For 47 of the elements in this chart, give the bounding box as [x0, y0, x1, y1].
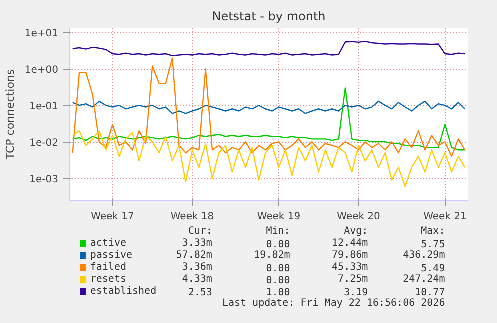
text: Last update: Fri May 22 16:56:06 2026 — [222, 298, 446, 309]
line-series — [72, 100, 466, 114]
text: Avg: — [344, 226, 368, 237]
text: 3.33m — [182, 238, 212, 249]
legend-label: resets — [90, 274, 126, 285]
text: 19.82m — [254, 250, 290, 261]
line-series — [72, 130, 466, 188]
text: 4.33m — [182, 274, 212, 285]
text: 3.19 — [344, 288, 368, 298]
y-tick-label: 1e-02 — [30, 138, 59, 150]
y-tick-label: 1e-03 — [30, 174, 59, 186]
text: 2.53 — [188, 288, 212, 298]
text: 1.00 — [266, 288, 290, 298]
x-tick-label: Week 17 — [91, 212, 134, 222]
y-tick-label: 1e-01 — [30, 102, 59, 113]
x-tick-label: Week 20 — [337, 212, 380, 222]
chart-title: Netstat - by month — [212, 10, 326, 24]
y-axis-title: TCP connections — [4, 69, 17, 161]
y-tick-label: 1e+01 — [24, 28, 59, 40]
text: Min: — [266, 226, 290, 237]
text: Max: — [421, 226, 446, 237]
text: 0.00 — [266, 240, 290, 250]
text: 436.29m — [403, 250, 446, 261]
text: 57.82m — [176, 250, 212, 261]
line-series — [72, 58, 466, 158]
text: 79.86m — [332, 250, 368, 261]
text: 5.49 — [421, 264, 446, 274]
text: 7.25m — [338, 274, 368, 285]
text: 10.77 — [415, 288, 446, 298]
text: 247.24m — [403, 274, 446, 285]
legend-label: active — [90, 238, 126, 249]
x-tick-label: Week 18 — [170, 212, 214, 222]
y-tick-label: 1e+00 — [24, 65, 59, 76]
line-series — [72, 88, 466, 151]
text: 5.75 — [421, 240, 446, 250]
text: Cur: — [188, 226, 212, 237]
line-series — [72, 40, 466, 57]
text: 45.33m — [332, 262, 368, 273]
text: 0.00 — [266, 264, 290, 274]
x-tick-label: Week 19 — [257, 212, 301, 222]
x-tick-label: Week 21 — [424, 212, 467, 222]
text: 3.36m — [182, 262, 212, 273]
legend-label: established — [90, 286, 157, 297]
legend-label: failed — [90, 262, 126, 273]
legend-label: passive — [90, 250, 133, 261]
text: 12.44m — [332, 238, 368, 249]
text: 0.00 — [266, 276, 290, 286]
